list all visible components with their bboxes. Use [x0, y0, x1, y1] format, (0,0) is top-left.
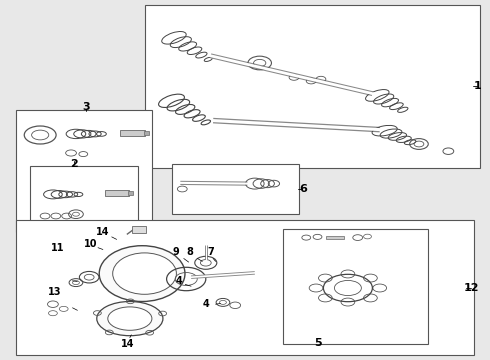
Bar: [128, 191, 133, 195]
Text: 6: 6: [299, 184, 307, 194]
Bar: [16, 110, 152, 232]
Text: 4: 4: [175, 276, 182, 286]
Bar: [326, 236, 344, 239]
Ellipse shape: [108, 307, 152, 330]
Bar: [283, 229, 428, 344]
Text: 8: 8: [187, 247, 194, 257]
Text: 10: 10: [84, 239, 98, 249]
Bar: [120, 130, 145, 136]
Bar: [132, 226, 146, 233]
Text: 5: 5: [314, 338, 321, 348]
Text: 7: 7: [207, 247, 214, 257]
Ellipse shape: [113, 253, 176, 294]
Text: 3: 3: [82, 102, 90, 112]
Text: 11: 11: [51, 243, 65, 253]
Text: 2: 2: [70, 159, 77, 169]
Text: 14: 14: [96, 227, 110, 237]
Text: 4: 4: [202, 299, 209, 309]
Text: 13: 13: [48, 287, 62, 297]
Bar: [105, 190, 129, 196]
Text: 9: 9: [172, 247, 179, 257]
Bar: [145, 5, 480, 168]
Bar: [16, 220, 474, 355]
Bar: [144, 131, 149, 135]
Text: 14: 14: [121, 339, 134, 349]
Text: 12: 12: [464, 283, 480, 293]
Ellipse shape: [99, 246, 185, 302]
Bar: [30, 166, 138, 232]
Text: 1: 1: [474, 81, 482, 91]
Ellipse shape: [97, 302, 163, 336]
Bar: [172, 164, 299, 214]
